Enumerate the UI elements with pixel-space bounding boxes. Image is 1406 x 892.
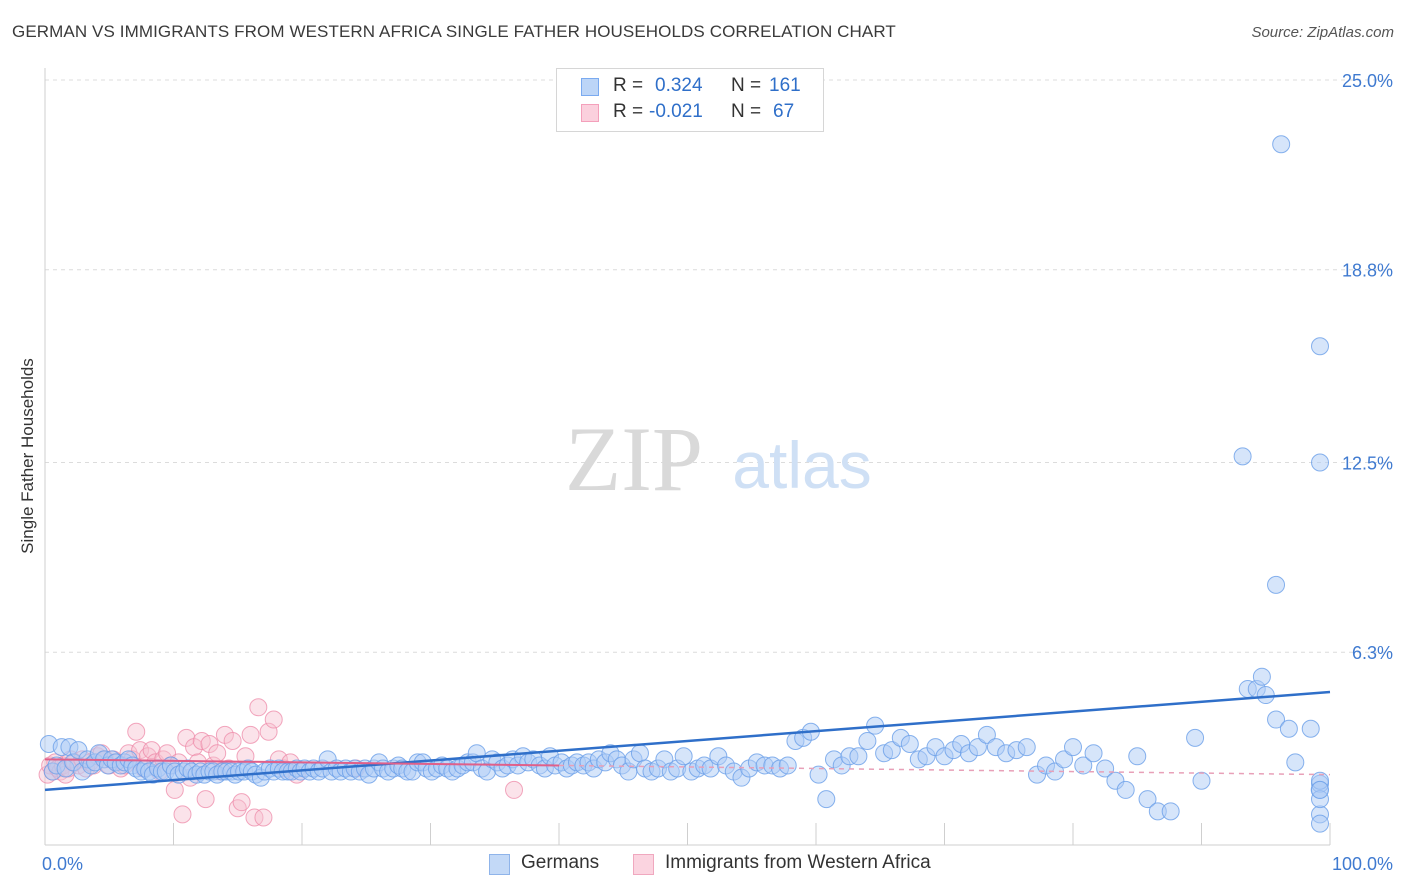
germans-point-197: [1252, 667, 1271, 686]
y-tick-label-3: 25.0%: [1342, 71, 1393, 91]
germans-point-151: [809, 765, 828, 784]
germans-point-182: [1084, 744, 1103, 763]
legend-swatch-immigrants: [581, 104, 599, 122]
source-label: Source: ZipAtlas.com: [1251, 24, 1394, 41]
germans-trend-line: [44, 690, 1331, 792]
germans-point-189: [1161, 802, 1180, 821]
bottom-legend-swatch-immigrants: [633, 854, 654, 875]
germans-point-192: [1272, 135, 1291, 154]
germans-point-162: [900, 735, 919, 754]
germans-point-126: [630, 744, 649, 763]
immigrants-point-58: [254, 808, 273, 827]
immigrants-point-38: [173, 805, 192, 824]
immigrants-point-53: [232, 793, 251, 812]
germans-point-190: [1186, 728, 1205, 747]
bottom-legend-swatch-germans: [489, 854, 510, 875]
germans-point-157: [858, 731, 877, 750]
germans-point-211: [1311, 780, 1329, 799]
legend-r-label: R =: [613, 75, 644, 96]
germans-point-186: [1128, 747, 1147, 766]
legend-n-label: N =: [731, 101, 762, 122]
germans-point-96: [467, 744, 486, 763]
immigrants-point-60: [264, 710, 283, 729]
y-tick-label-2: 18.8%: [1342, 261, 1393, 281]
immigrants-point-39: [177, 728, 196, 747]
trend-lines: [44, 690, 1331, 792]
germans-point-194: [1233, 447, 1252, 466]
germans-point-187: [1138, 790, 1157, 809]
legend-swatch-germans: [581, 78, 599, 96]
germans-point-198: [1256, 686, 1275, 705]
immigrants-point-26: [127, 722, 146, 741]
immigrants-point-55: [241, 725, 260, 744]
germans-point-199: [1267, 710, 1286, 729]
germans-point-171: [977, 725, 996, 744]
bottom-legend-label: Germans: [521, 852, 600, 873]
immigrants-trend-line-dashed: [558, 764, 1331, 776]
germans-point-193: [1267, 575, 1286, 594]
legend-r-label: R =: [613, 101, 644, 122]
germans-point-152: [817, 790, 836, 809]
watermark-atlas: atlas: [732, 428, 871, 502]
legend-r-value: -0.021: [649, 101, 703, 122]
germans-point-175: [1017, 738, 1036, 757]
y-tick-label-0: 6.3%: [1352, 643, 1393, 663]
germans-point-133: [674, 747, 693, 766]
germans-point-202: [1301, 719, 1320, 738]
germans-point-181: [1074, 756, 1093, 775]
germans-point-209: [1311, 453, 1329, 472]
germans-point-183: [1096, 759, 1115, 778]
germans-point-170: [968, 738, 987, 757]
immigrants-trend-line-solid: [44, 758, 560, 767]
germans-point-191: [1192, 771, 1211, 790]
chart-title: GERMAN VS IMMIGRANTS FROM WESTERN AFRICA…: [12, 22, 896, 41]
immigrants-point-36: [165, 780, 184, 799]
germans-point-147: [778, 756, 797, 775]
germans-point-185: [1116, 780, 1135, 799]
immigrants-point-47: [208, 744, 227, 763]
tick-labels: 6.3% 12.5% 18.8% 25.0% 0.0% 100.0%: [42, 71, 1393, 874]
germans-point-180: [1064, 738, 1082, 757]
watermark: ZIP atlas: [565, 408, 872, 510]
immigrants-point-57: [249, 698, 268, 717]
axes: [44, 68, 1331, 846]
correlation-legend: R = 0.324 N = 161 R = -0.021 N = 67: [556, 68, 824, 132]
legend-n-label: N =: [731, 75, 762, 96]
bottom-legend-label: Immigrants from Western Africa: [665, 852, 931, 873]
x-tick-label-0: 0.0%: [42, 854, 83, 874]
x-tick-label-1: 100.0%: [1332, 854, 1393, 874]
immigrants-point-51: [223, 731, 242, 750]
legend-n-value: 161: [769, 75, 801, 96]
germans-point-201: [1286, 753, 1305, 772]
immigrants-point-44: [196, 790, 215, 809]
germans-point-179: [1055, 750, 1074, 769]
immigrants-point-66: [505, 780, 524, 799]
watermark-zip: ZIP: [565, 408, 703, 510]
germans-point-210: [1311, 337, 1329, 356]
germans-point-200: [1279, 719, 1298, 738]
germans-point-208: [1311, 814, 1329, 833]
y-tick-label-1: 12.5%: [1342, 454, 1393, 474]
germans-point-156: [849, 747, 868, 766]
immigrants-point-45: [200, 735, 219, 754]
legend-r-value: 0.324: [655, 75, 703, 96]
legend-n-value: 67: [773, 101, 795, 122]
germans-point-160: [882, 741, 901, 760]
grid-lines: [45, 79, 1392, 653]
